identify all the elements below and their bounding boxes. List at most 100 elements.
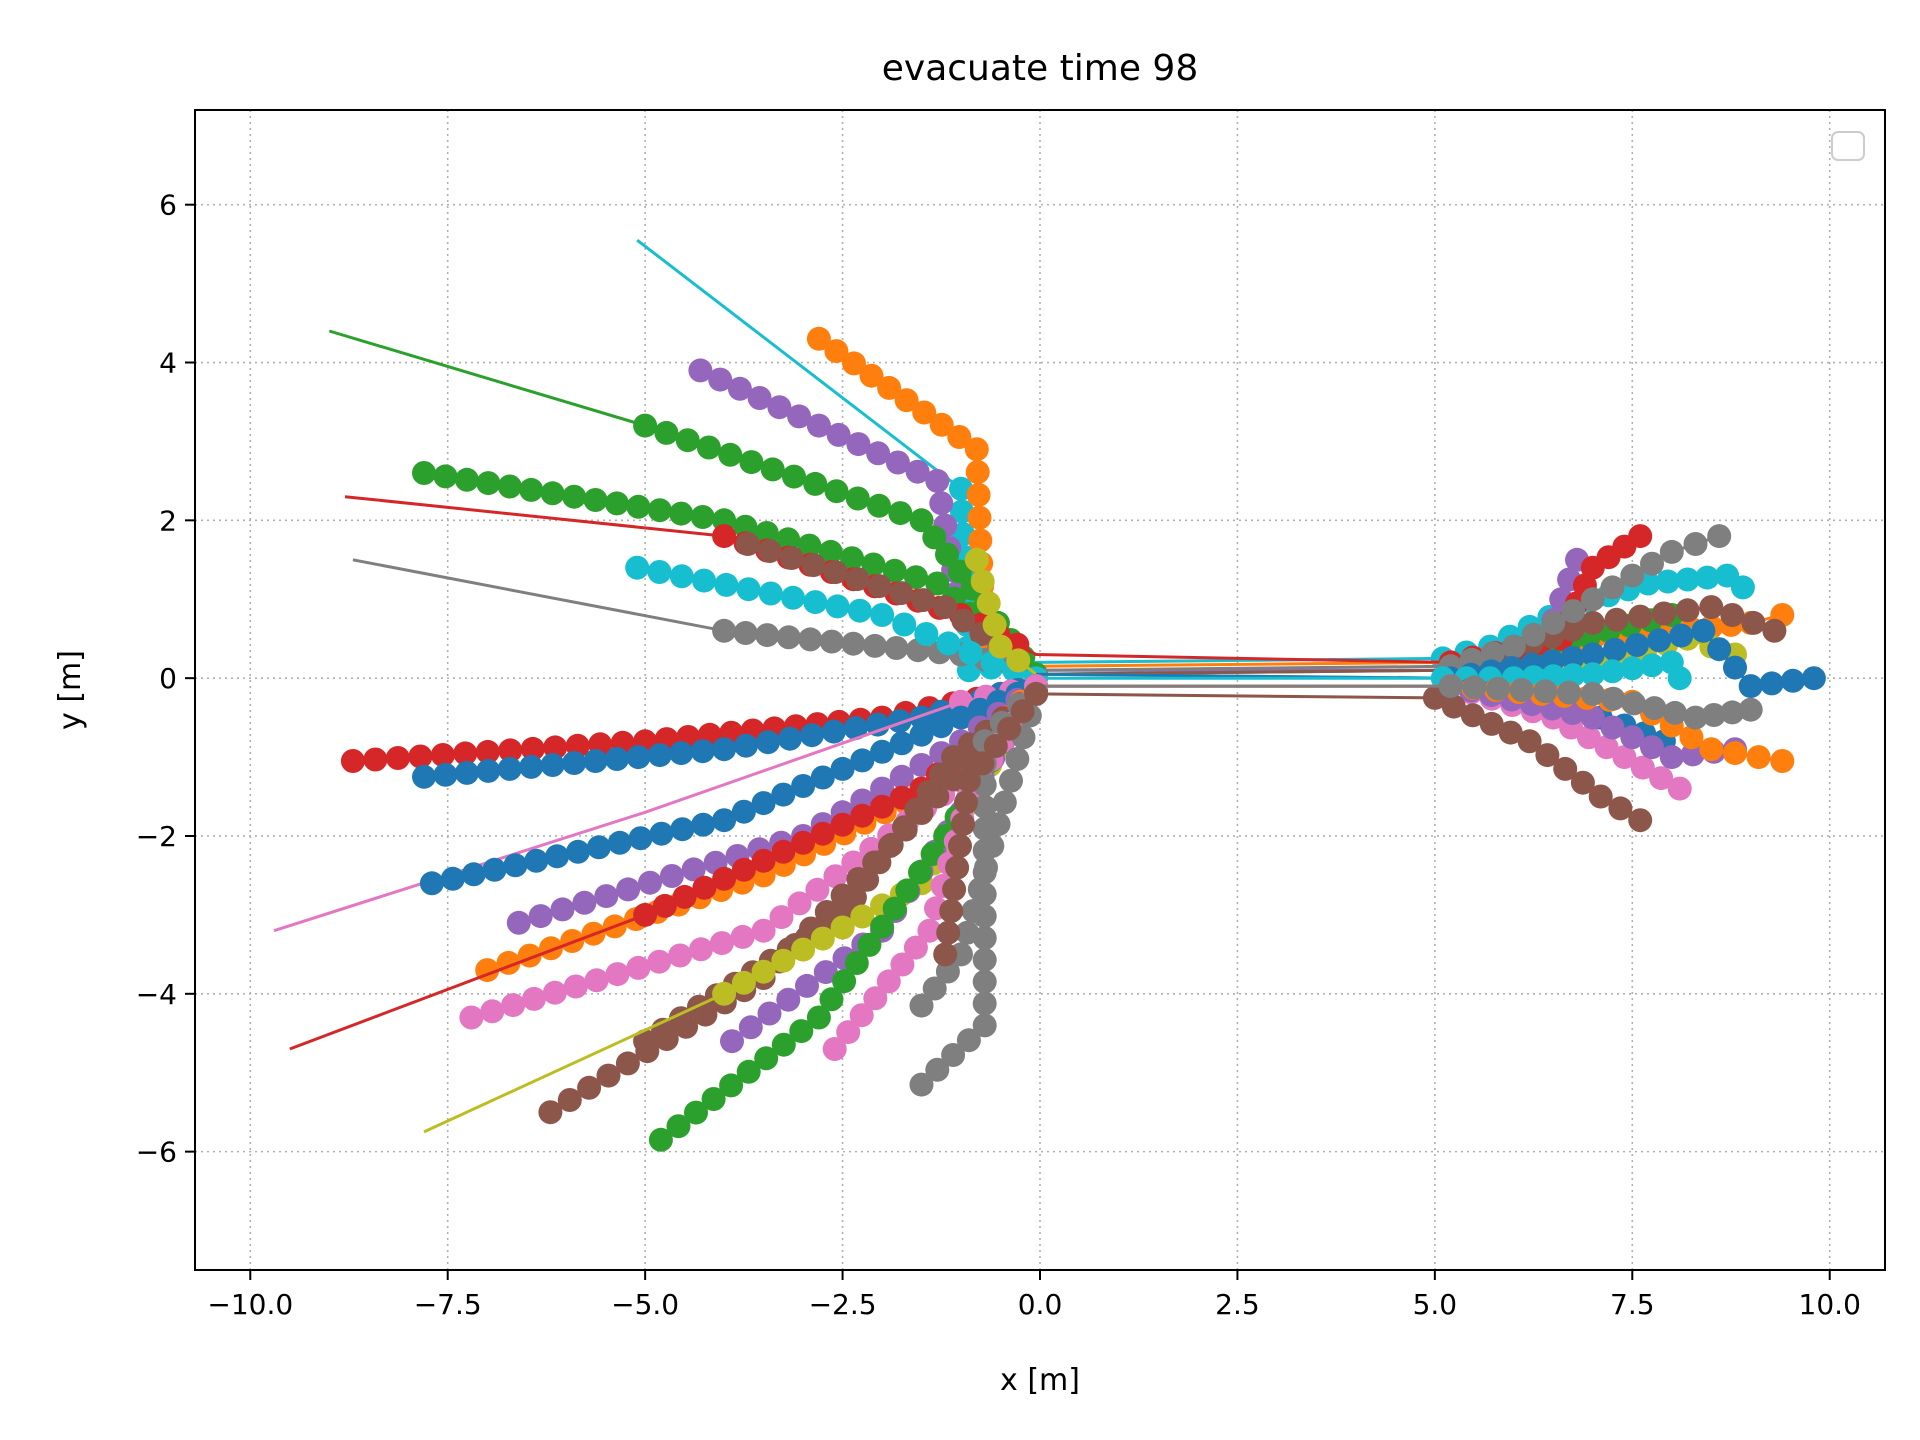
trajectory-point (476, 471, 501, 496)
trajectory-point (714, 572, 739, 597)
x-axis-label: x [m] (1000, 1363, 1080, 1398)
trajectory-point (1642, 696, 1667, 721)
trajectory-point (691, 812, 716, 837)
trajectory-point (1601, 686, 1626, 711)
trajectory-point (747, 386, 772, 410)
trajectory-point (1588, 784, 1613, 809)
trajectory-point (1762, 618, 1787, 643)
trajectory-point (972, 969, 997, 994)
trajectory-point (440, 866, 465, 891)
trajectory-point (925, 784, 950, 809)
trajectory-point (885, 450, 910, 475)
trajectory-point (727, 376, 752, 401)
trajectory-point (810, 926, 835, 951)
trajectory-point (964, 437, 989, 462)
trajectory-point (1005, 747, 1030, 771)
trajectory-point (412, 461, 436, 485)
trajectory-point (1720, 603, 1745, 627)
trajectory-point (1580, 610, 1605, 635)
y-tick-label: 0 (159, 662, 177, 695)
trajectory-point (917, 918, 942, 943)
trajectory-point (430, 743, 455, 767)
trajectory-point (887, 709, 912, 734)
trajectory-point (791, 774, 816, 798)
trajectory-point (1024, 681, 1049, 706)
y-axis-label: y [m] (53, 650, 88, 730)
trajectory-point (870, 914, 895, 939)
trajectory-point (692, 568, 716, 593)
trajectory-point (787, 404, 812, 429)
trajectory-point (522, 986, 546, 1011)
trajectory-point (701, 1087, 726, 1111)
trajectory-point (584, 968, 609, 993)
trajectory-point (942, 877, 967, 902)
trajectory-point (626, 745, 651, 770)
trajectory-series (1036, 650, 1692, 691)
trajectory-point (482, 857, 507, 882)
trajectory-point (709, 931, 734, 956)
x-tick-label: −5.0 (611, 1288, 679, 1321)
trajectory-point (1707, 524, 1732, 549)
trajectory-point (850, 748, 875, 773)
trajectory-point (540, 481, 565, 506)
trajectory-point (1738, 674, 1763, 699)
trajectory-point (958, 640, 983, 665)
trajectory-point (739, 450, 764, 475)
trajectory-point (1746, 745, 1771, 770)
trajectory-point (1517, 729, 1542, 754)
trajectory-point (497, 756, 522, 781)
trajectory-point (1541, 610, 1566, 635)
trajectory-point (850, 904, 875, 929)
trajectory-point (972, 794, 997, 819)
trajectory-point (925, 571, 950, 596)
trajectory-point (1655, 569, 1680, 594)
trajectory-point (982, 612, 1007, 637)
trajectory-point (1723, 741, 1747, 766)
trajectory-point (911, 588, 936, 613)
trajectory-point (933, 942, 958, 967)
trajectory-point (756, 730, 780, 755)
trajectory-point (767, 395, 792, 420)
trajectory-point (718, 442, 743, 467)
trajectory-point (453, 741, 478, 766)
trajectory-point (1720, 700, 1745, 725)
trajectory-point (771, 782, 796, 807)
trajectory-point (654, 1027, 679, 1051)
trajectory-point (1730, 575, 1755, 600)
trajectory-point (992, 790, 1017, 815)
x-tick-label: 0.0 (1018, 1288, 1063, 1321)
trajectory-point (789, 1019, 814, 1044)
trajectory-point (1460, 703, 1485, 728)
trajectory-point (1640, 735, 1664, 760)
trajectory-point (712, 981, 737, 1006)
trajectory-point (1594, 735, 1619, 760)
trajectory-point (1462, 675, 1487, 700)
trajectory-point (542, 980, 567, 1005)
trajectory-point (688, 358, 713, 383)
trajectory-point (385, 746, 410, 770)
trajectory-point (814, 900, 839, 924)
trajectory-point (1620, 725, 1645, 750)
trajectory-point (862, 850, 887, 875)
trajectory-point (821, 719, 846, 744)
trajectory-point (545, 844, 570, 869)
x-axis-ticks: −10.0 −7.5 −5.0 −2.5 0.0 2.5 5.0 7.5 10.0 (207, 1270, 1861, 1321)
trajectory-point (501, 993, 526, 1018)
trajectory-point (1683, 532, 1708, 556)
trajectory-point (1560, 645, 1585, 670)
trajectory-point (1509, 678, 1534, 702)
trajectory-point (1010, 699, 1035, 724)
trajectory-point (731, 970, 756, 995)
x-tick-label: −10.0 (207, 1288, 293, 1321)
trajectory-point (690, 739, 715, 764)
trajectory-point (859, 363, 884, 388)
trajectory-point (847, 598, 872, 623)
trajectory-point (654, 420, 679, 445)
trajectory-point (751, 791, 776, 816)
trajectory-point (999, 768, 1023, 793)
trajectory-point (771, 839, 796, 864)
trajectory-point (1675, 598, 1700, 623)
trajectory-point (844, 951, 869, 975)
trajectory-point (870, 739, 895, 764)
